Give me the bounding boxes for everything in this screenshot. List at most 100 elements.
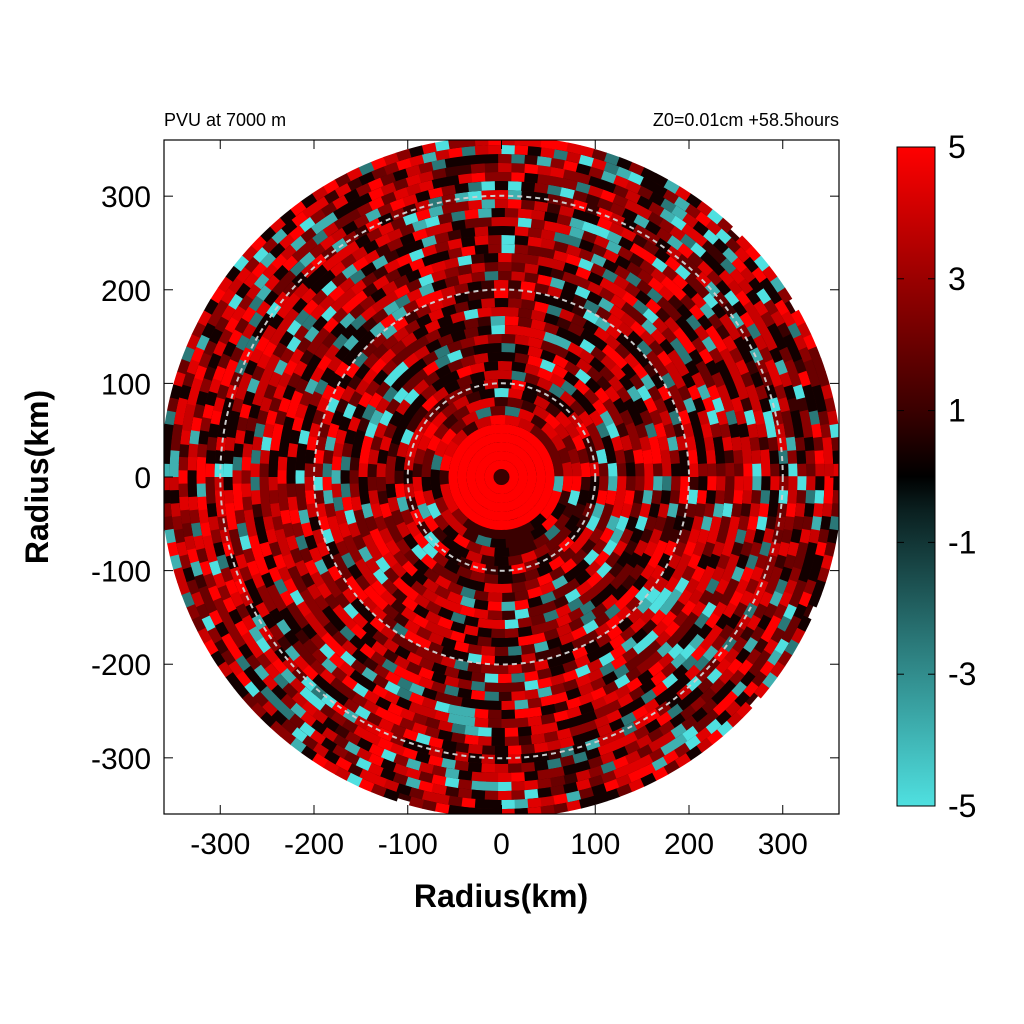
- field-cell: [546, 285, 563, 299]
- field-cell: [752, 462, 762, 477]
- field-cell: [331, 456, 342, 472]
- field-cell: [517, 726, 533, 737]
- field-cell: [736, 323, 752, 340]
- field-cell: [422, 542, 439, 560]
- field-cell: [214, 450, 225, 465]
- field-cell: [658, 652, 675, 669]
- field-cell: [674, 264, 691, 280]
- field-cell: [626, 385, 642, 402]
- field-cell: [513, 457, 528, 477]
- field-cell: [301, 522, 314, 539]
- field-cell: [310, 659, 327, 676]
- field-cell: [736, 701, 753, 719]
- field-cell: [694, 612, 710, 629]
- field-cell: [274, 410, 287, 426]
- field-cell: [573, 378, 590, 395]
- field-cell: [251, 390, 265, 407]
- field-cell: [332, 604, 349, 621]
- field-cell: [551, 574, 569, 590]
- field-cell: [261, 613, 277, 630]
- field-cell: [731, 565, 745, 582]
- field-cell: [591, 696, 608, 711]
- field-cell: [498, 781, 513, 792]
- field-cell: [353, 429, 366, 446]
- field-cell: [686, 675, 703, 692]
- field-cell: [537, 489, 553, 507]
- field-cell: [730, 371, 745, 388]
- field-cell: [543, 628, 560, 642]
- field-cell: [314, 379, 329, 396]
- field-cell: [259, 226, 277, 243]
- field-cell: [803, 436, 815, 451]
- field-cell: [555, 326, 572, 341]
- field-cell: [447, 713, 463, 725]
- field-cell: [621, 291, 639, 307]
- field-cell: [596, 216, 613, 231]
- field-cell: [337, 373, 353, 390]
- field-cell: [293, 577, 308, 595]
- field-cell: [500, 225, 516, 236]
- field-cell: [536, 174, 552, 185]
- field-cell: [564, 350, 581, 366]
- field-cell: [702, 292, 719, 309]
- field-cell: [349, 483, 360, 499]
- field-cell: [591, 398, 608, 416]
- field-cell: [662, 189, 679, 204]
- field-cell: [224, 503, 236, 518]
- field-cell: [490, 216, 505, 227]
- field-cell: [461, 806, 477, 814]
- field-cell: [435, 575, 452, 590]
- field-cell: [418, 180, 434, 193]
- field-cell: [474, 406, 492, 420]
- field-cell: [648, 435, 661, 451]
- field-cell: [378, 410, 394, 427]
- field-cell: [517, 616, 534, 628]
- field-cell: [486, 334, 502, 344]
- field-cell: [435, 793, 451, 805]
- field-cell: [221, 633, 237, 650]
- field-cell: [263, 647, 280, 665]
- field-cell: [463, 634, 480, 646]
- field-cell: [510, 154, 525, 164]
- field-cell: [214, 477, 224, 492]
- field-cell: [633, 396, 648, 414]
- field-cell: [575, 357, 593, 374]
- field-cell: [670, 215, 687, 231]
- field-cell: [250, 477, 260, 492]
- field-cell: [426, 434, 442, 452]
- field-cell: [396, 696, 413, 711]
- field-cell: [768, 396, 781, 413]
- field-cell: [330, 615, 347, 633]
- field-cell: [725, 462, 735, 477]
- field-cell: [207, 627, 223, 644]
- field-cell: [383, 515, 398, 532]
- field-cell: [651, 448, 662, 464]
- field-cell: [394, 483, 406, 499]
- field-cell: [731, 300, 748, 317]
- field-cell: [504, 517, 522, 530]
- field-cell: [252, 247, 269, 264]
- field-cell: [190, 560, 203, 577]
- field-cell: [344, 429, 357, 446]
- field-cell: [685, 745, 703, 761]
- field-cell: [341, 552, 356, 570]
- reference-circle: [219, 194, 784, 760]
- field-cell: [294, 309, 310, 326]
- field-cell: [310, 684, 328, 701]
- field-cell: [536, 165, 552, 176]
- field-cell: [456, 575, 473, 589]
- field-cell: [604, 788, 621, 802]
- field-cell: [610, 435, 624, 452]
- field-cell: [500, 459, 514, 472]
- field-cell: [550, 682, 567, 696]
- field-cell: [387, 496, 400, 513]
- field-cell: [796, 449, 807, 464]
- field-cell: [588, 765, 605, 778]
- field-cell: [350, 279, 367, 296]
- field-cell: [291, 246, 308, 263]
- field-cell: [320, 570, 336, 588]
- field-cell: [370, 332, 387, 349]
- field-cell: [400, 428, 414, 446]
- field-cell: [285, 403, 299, 420]
- field-cell: [235, 334, 250, 352]
